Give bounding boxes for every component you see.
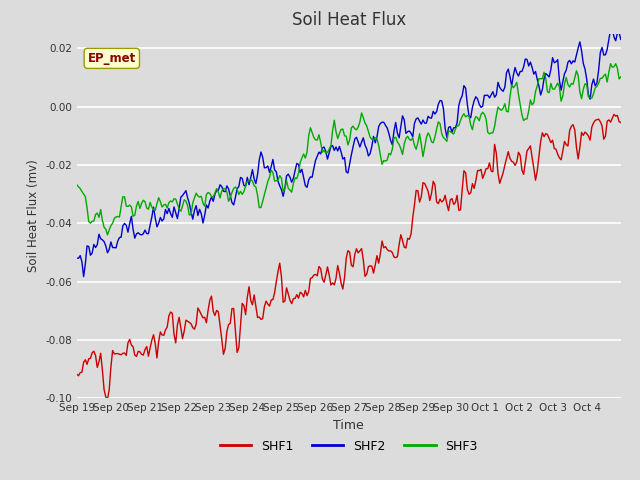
SHF1 — [465, 192, 473, 197]
Line: SHF3: SHF3 — [77, 64, 621, 235]
Legend: SHF1, SHF2, SHF3: SHF1, SHF2, SHF3 — [214, 435, 483, 458]
SHF1 — [153, 355, 161, 361]
Title: Soil Heat Flux: Soil Heat Flux — [292, 11, 406, 29]
X-axis label: Time: Time — [333, 419, 364, 432]
Line: SHF1: SHF1 — [77, 114, 621, 399]
SHF3 — [465, 113, 473, 119]
Y-axis label: Soil Heat Flux (mv): Soil Heat Flux (mv) — [27, 160, 40, 272]
SHF3 — [607, 61, 614, 67]
SHF2 — [609, 25, 616, 31]
SHF1 — [552, 146, 560, 152]
SHF2 — [617, 36, 625, 42]
SHF3 — [522, 116, 529, 122]
SHF1 — [104, 396, 111, 402]
SHF3 — [356, 119, 364, 125]
SHF2 — [80, 274, 88, 279]
SHF2 — [73, 255, 81, 261]
SHF1 — [73, 372, 81, 377]
SHF1 — [522, 160, 529, 166]
SHF2 — [552, 59, 560, 65]
SHF1 — [458, 187, 466, 192]
SHF3 — [552, 84, 560, 89]
SHF3 — [104, 232, 111, 238]
SHF2 — [522, 56, 529, 62]
SHF1 — [356, 248, 364, 254]
SHF3 — [73, 182, 81, 188]
SHF2 — [465, 113, 473, 119]
SHF1 — [610, 111, 618, 117]
SHF2 — [458, 93, 466, 98]
Text: EP_met: EP_met — [88, 52, 136, 65]
SHF1 — [617, 120, 625, 125]
SHF3 — [617, 74, 625, 80]
SHF2 — [356, 144, 364, 150]
SHF2 — [153, 224, 161, 230]
Line: SHF2: SHF2 — [77, 28, 621, 276]
SHF3 — [458, 113, 466, 119]
SHF3 — [153, 201, 161, 206]
